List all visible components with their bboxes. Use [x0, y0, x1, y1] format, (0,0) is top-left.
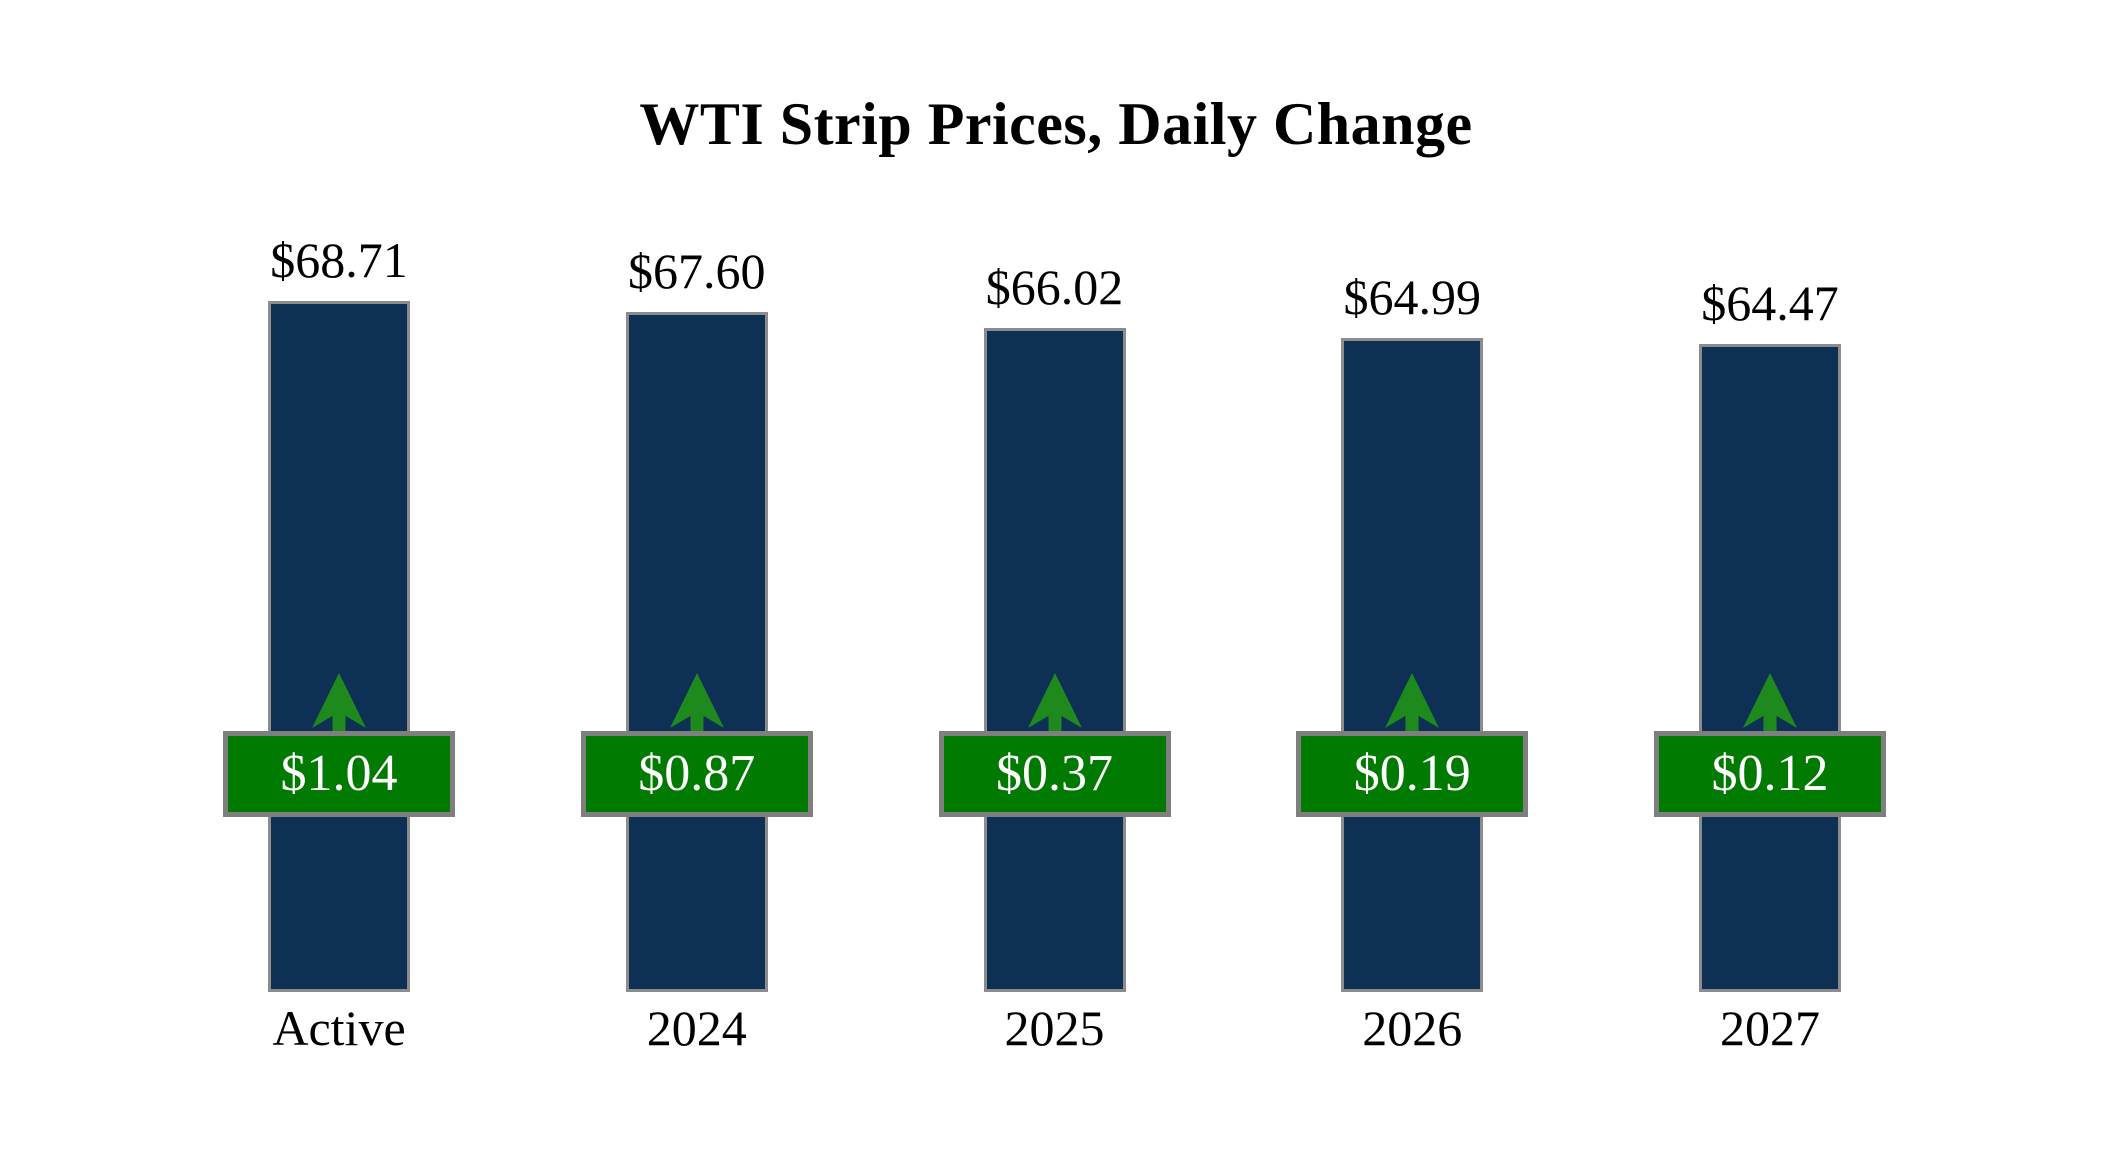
up-arrow-icon: [1385, 673, 1440, 733]
bar: [983, 328, 1126, 992]
category-label: Active: [272, 1000, 406, 1056]
price-label: $64.47: [1701, 275, 1839, 331]
daily-change-badge: $0.87: [580, 731, 813, 817]
daily-change-value: $0.19: [1353, 745, 1471, 802]
price-label: $68.71: [270, 232, 408, 288]
chart-title: WTI Strip Prices, Daily Change: [639, 91, 1473, 157]
bar: [625, 312, 768, 992]
daily-change-value: $1.04: [280, 745, 398, 802]
price-label: $67.60: [628, 243, 766, 299]
category-label: 2024: [646, 1000, 747, 1056]
bar: [1341, 338, 1484, 992]
category-label: 2027: [1720, 1000, 1820, 1056]
price-label: $64.99: [1343, 269, 1482, 325]
daily-change-badge: $1.04: [223, 731, 455, 817]
category-label: 2026: [1362, 1000, 1463, 1056]
daily-change-badge: $0.12: [1654, 731, 1886, 817]
up-arrow-icon: [1743, 673, 1797, 733]
daily-change-value: $0.37: [996, 745, 1113, 802]
daily-change-value: $0.87: [638, 745, 756, 802]
category-label: 2025: [1004, 1000, 1105, 1056]
bar: [1699, 344, 1841, 992]
daily-change-badge: $0.19: [1296, 731, 1529, 817]
up-arrow-icon: [669, 673, 724, 733]
daily-change-badge: $0.37: [938, 731, 1171, 817]
up-arrow-icon: [1027, 673, 1082, 733]
bar: [268, 301, 410, 992]
up-arrow-icon: [312, 673, 366, 733]
price-label: $66.02: [985, 259, 1124, 315]
daily-change-value: $0.12: [1711, 745, 1829, 802]
